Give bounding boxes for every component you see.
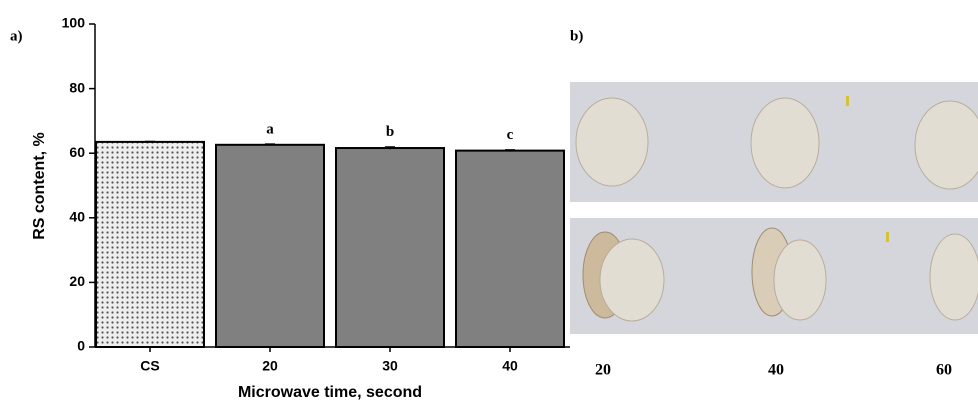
- significance-letter: c: [507, 127, 514, 143]
- y-tick-label: 40: [69, 209, 85, 225]
- panel-label: a): [10, 28, 23, 44]
- sample: [750, 97, 820, 189]
- photo-panel: b) 20 40 60: [570, 28, 978, 379]
- y-tick-label: 80: [69, 79, 85, 95]
- bar: [335, 147, 445, 348]
- bar: [215, 143, 325, 348]
- x-axis-label: Microwave time, second: [238, 384, 422, 401]
- y-axis-label: RS content, %: [31, 132, 48, 240]
- x-tick-label: 30: [382, 358, 398, 374]
- y-tick-label: 20: [69, 273, 85, 289]
- bar-chart: 0 20 40 60 80 100 CS 20 a 30 b 40 c: [62, 15, 570, 374]
- marker: [886, 232, 889, 242]
- marker: [846, 96, 849, 106]
- sample: [575, 97, 649, 187]
- bar: [455, 149, 565, 348]
- sample: [599, 238, 665, 322]
- sample: [773, 239, 827, 321]
- x-tick-label: CS: [140, 358, 159, 374]
- bar: [95, 140, 205, 348]
- caption: 40: [768, 362, 784, 379]
- y-tick-label: 0: [77, 338, 85, 354]
- caption: 60: [936, 362, 952, 379]
- y-tick-label: 100: [62, 15, 86, 31]
- significance-letter: b: [386, 124, 394, 140]
- sample: [929, 233, 978, 321]
- caption: 20: [595, 362, 611, 379]
- x-tick-label: 40: [502, 358, 518, 374]
- y-tick-label: 60: [69, 144, 85, 160]
- significance-letter: a: [266, 121, 274, 137]
- x-tick-label: 20: [262, 358, 278, 374]
- panel-label: b): [570, 28, 583, 44]
- sample: [914, 100, 978, 190]
